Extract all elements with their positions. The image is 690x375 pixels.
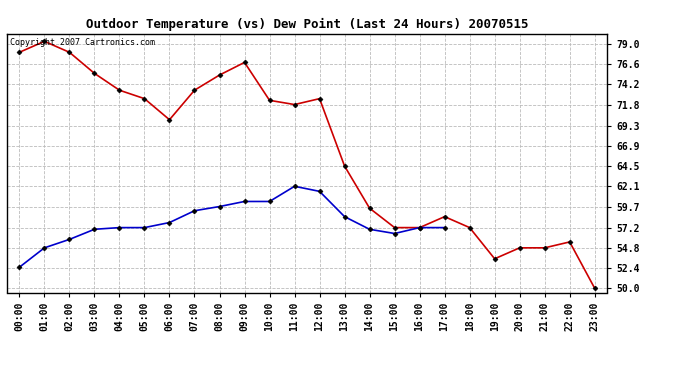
Title: Outdoor Temperature (vs) Dew Point (Last 24 Hours) 20070515: Outdoor Temperature (vs) Dew Point (Last…	[86, 18, 529, 31]
Text: Copyright 2007 Cartronics.com: Copyright 2007 Cartronics.com	[10, 38, 155, 46]
